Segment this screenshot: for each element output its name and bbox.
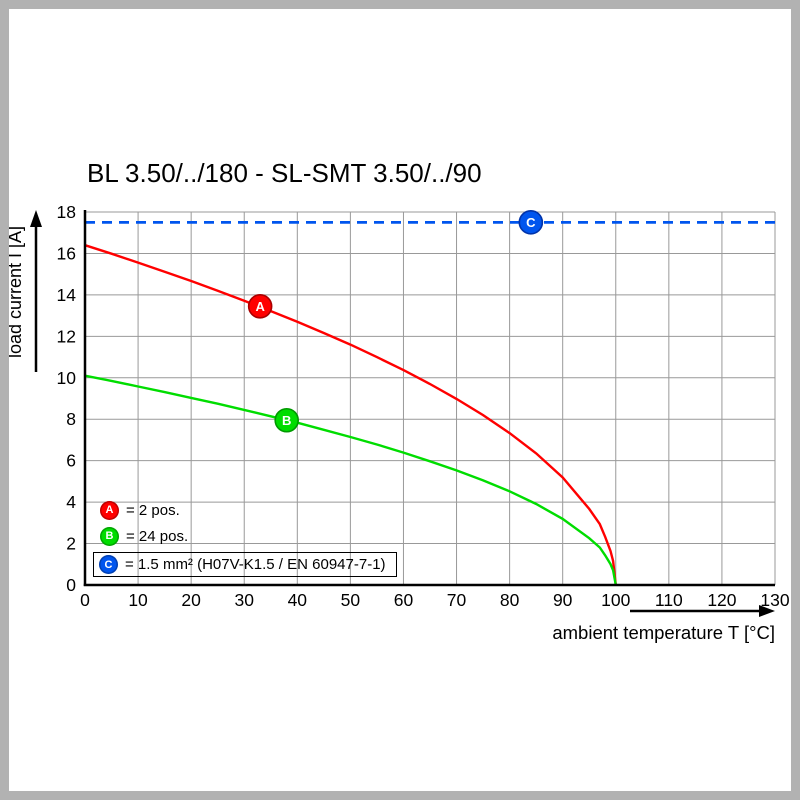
y-tick-label: 18 bbox=[57, 202, 76, 222]
x-tick-label: 120 bbox=[707, 590, 736, 610]
legend-label-a: = 2 pos. bbox=[126, 501, 180, 519]
x-tick-label: 60 bbox=[394, 590, 414, 610]
x-tick-label: 50 bbox=[341, 590, 361, 610]
x-tick-label: 10 bbox=[128, 590, 148, 610]
x-tick-label: 70 bbox=[447, 590, 467, 610]
y-tick-label: 8 bbox=[66, 409, 76, 429]
curve-markers: A B C bbox=[247, 210, 544, 433]
y-tick-label: 14 bbox=[57, 285, 77, 305]
legend-item-a: A = 2 pos. bbox=[100, 500, 397, 520]
y-tick-label: 12 bbox=[57, 326, 76, 346]
svg-text:A: A bbox=[255, 299, 265, 314]
x-tick-label: 80 bbox=[500, 590, 520, 610]
legend: A = 2 pos. B = 24 pos. C = 1.5 mm² (H07V… bbox=[93, 500, 397, 583]
chart-title: BL 3.50/../180 - SL-SMT 3.50/../90 bbox=[87, 158, 482, 188]
x-tick-label: 90 bbox=[553, 590, 573, 610]
axes bbox=[83, 210, 775, 587]
legend-label-c: = 1.5 mm² (H07V-K1.5 / EN 60947-7-1) bbox=[125, 556, 386, 573]
curve-B bbox=[84, 374, 617, 586]
x-tick-label: 20 bbox=[181, 590, 201, 610]
x-tick-label: 130 bbox=[760, 590, 789, 610]
y-tick-label: 16 bbox=[57, 243, 76, 263]
legend-marker-b-icon: B bbox=[100, 526, 119, 546]
x-axis-arrow-icon bbox=[630, 605, 775, 617]
curve-A bbox=[84, 244, 617, 586]
x-tick-labels: 0 10 20 30 40 50 60 70 80 90 100 110 120 130 bbox=[80, 590, 790, 610]
legend-marker-c-icon: C bbox=[99, 555, 118, 574]
curve-marker-C: C bbox=[518, 210, 544, 235]
y-tick-label: 0 bbox=[66, 575, 76, 595]
legend-marker-a-icon: A bbox=[100, 500, 119, 520]
curve-marker-A: A bbox=[247, 293, 273, 319]
y-tick-label: 10 bbox=[57, 368, 77, 388]
x-tick-label: 0 bbox=[80, 590, 90, 610]
y-axis-arrow-icon bbox=[30, 210, 42, 372]
x-tick-label: 110 bbox=[655, 590, 683, 610]
x-tick-label: 30 bbox=[234, 590, 254, 610]
legend-item-b: B = 24 pos. bbox=[100, 526, 397, 546]
y-tick-label: 2 bbox=[66, 534, 76, 554]
x-axis-label: ambient temperature T [°C] bbox=[552, 622, 775, 643]
legend-label-b: = 24 pos. bbox=[126, 527, 189, 545]
legend-item-c: C = 1.5 mm² (H07V-K1.5 / EN 60947-7-1) bbox=[93, 552, 397, 577]
svg-text:C: C bbox=[526, 215, 536, 230]
curves bbox=[84, 221, 775, 586]
y-tick-label: 4 bbox=[66, 492, 76, 512]
y-tick-label: 6 bbox=[66, 451, 76, 471]
curve-marker-B: B bbox=[274, 407, 299, 433]
svg-text:B: B bbox=[282, 413, 291, 428]
y-axis-label: load current I [A] bbox=[5, 226, 25, 358]
x-tick-label: 40 bbox=[288, 590, 308, 610]
y-tick-labels: 0 2 4 6 8 10 12 14 16 18 bbox=[57, 202, 77, 595]
x-tick-label: 100 bbox=[601, 590, 630, 610]
